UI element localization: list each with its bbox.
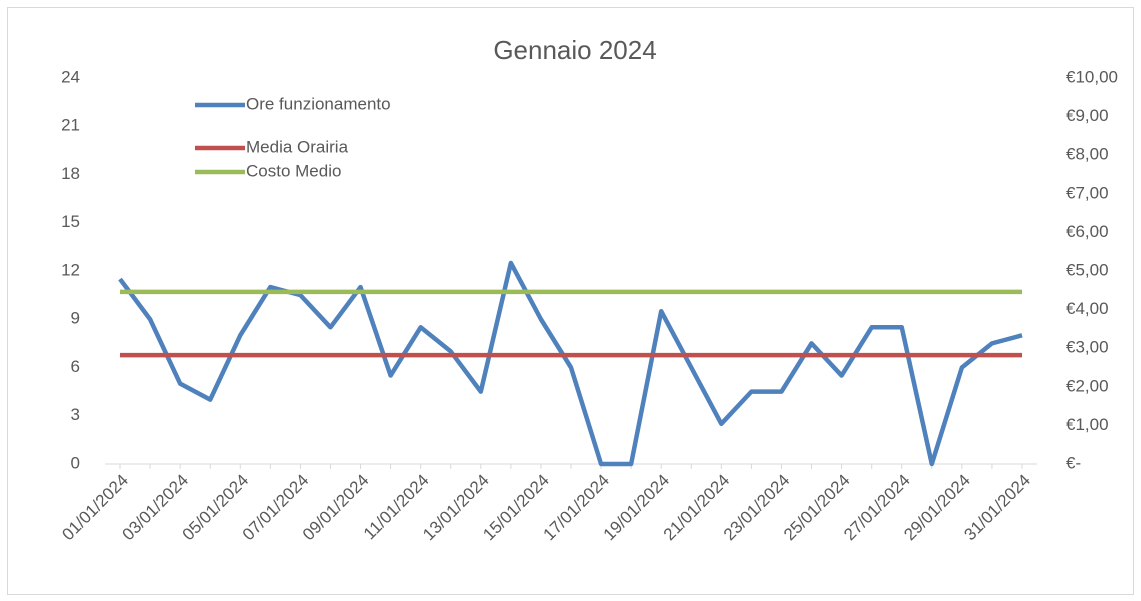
y-tick-label: 21 <box>61 116 80 135</box>
y2-tick-label: €3,00 <box>1066 338 1109 357</box>
y2-tick-label: €7,00 <box>1066 183 1109 202</box>
y-tick-label: 15 <box>61 212 80 231</box>
chart-title: Gennaio 2024 <box>493 35 656 65</box>
y2-tick-label: €1,00 <box>1066 415 1109 434</box>
y-tick-label: 9 <box>71 309 80 328</box>
series-line <box>118 260 1023 467</box>
y2-tick-label: €4,00 <box>1066 299 1109 318</box>
y-tick-label: 0 <box>71 453 80 472</box>
y-tick-label: 18 <box>61 164 80 183</box>
y2-tick-label: €9,00 <box>1066 106 1109 125</box>
y-tick-label: 6 <box>71 357 80 376</box>
y-tick-label: 24 <box>61 67 80 86</box>
legend-label: Media Orairia <box>246 137 349 156</box>
legend-label: Ore funzionamento <box>246 94 391 113</box>
legend-label: Costo Medio <box>246 161 341 180</box>
y2-tick-label: €2,00 <box>1066 376 1109 395</box>
y2-tick-label: €10,00 <box>1066 67 1118 86</box>
y2-tick-label: €5,00 <box>1066 260 1109 279</box>
y-tick-label: 3 <box>71 405 80 424</box>
y2-tick-label: €8,00 <box>1066 145 1109 164</box>
y2-tick-label: €- <box>1066 453 1081 472</box>
y-tick-label: 12 <box>61 260 80 279</box>
y2-tick-label: €6,00 <box>1066 222 1109 241</box>
